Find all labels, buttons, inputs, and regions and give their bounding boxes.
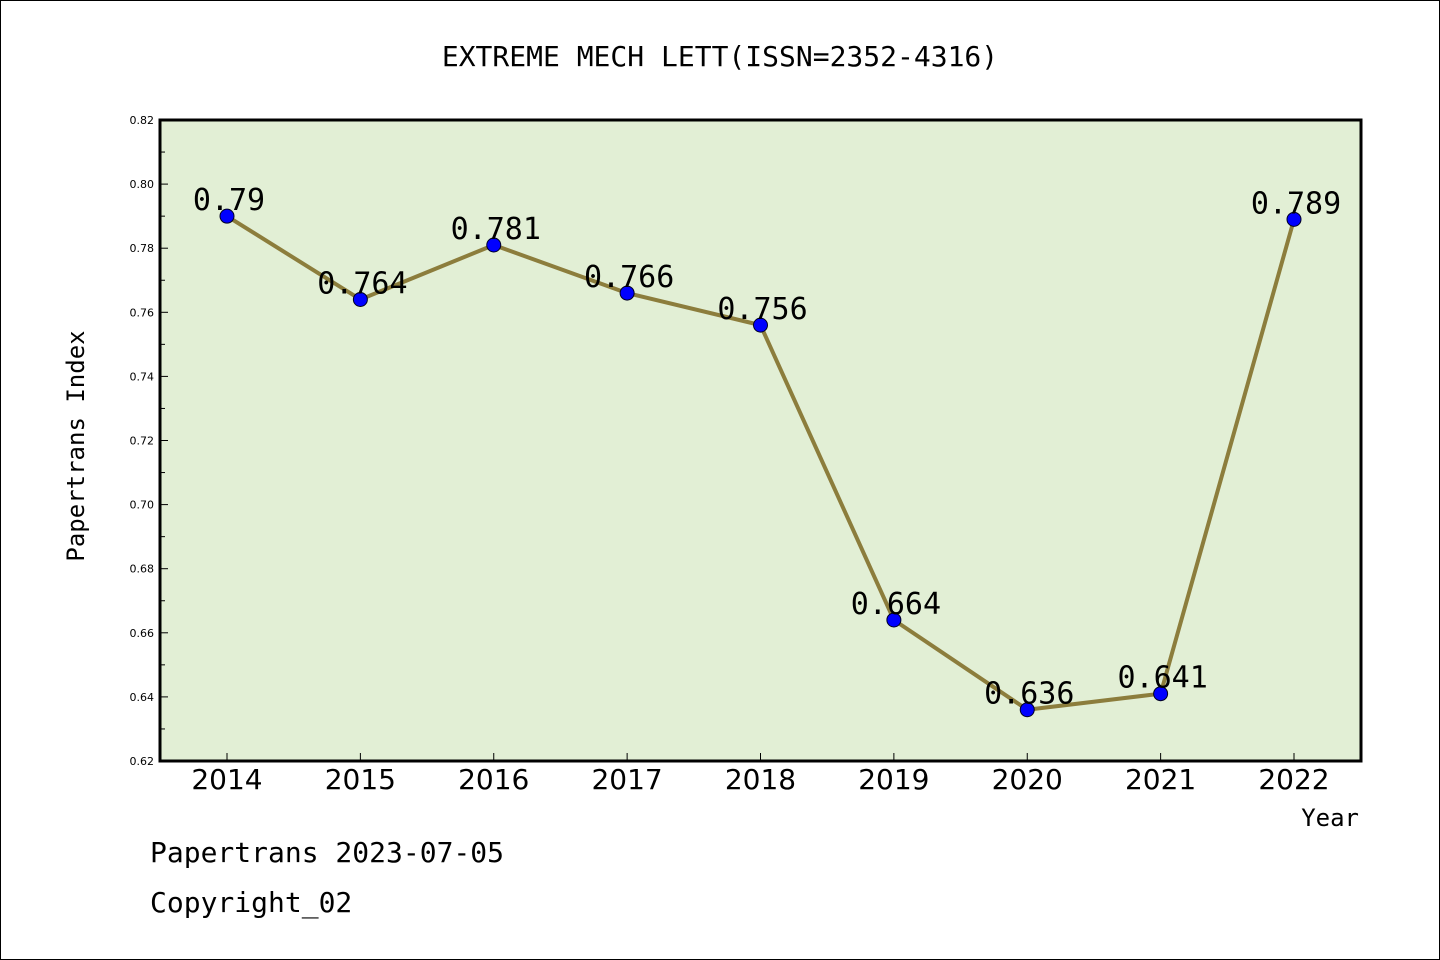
footer-copyright: Copyright_02 [150, 886, 353, 919]
data-point [486, 237, 502, 253]
x-tick-label: 2019 [858, 763, 929, 796]
y-tick-label: 0.80 [130, 178, 155, 191]
data-point [619, 285, 635, 301]
x-tick-label: 2017 [591, 763, 662, 796]
x-tick-label: 2016 [458, 763, 529, 796]
data-label: 0.789 [1251, 186, 1341, 221]
x-tick-label: 2020 [992, 763, 1063, 796]
x-axis-label: Year [1301, 804, 1359, 832]
y-tick-label: 0.82 [130, 114, 155, 127]
data-label: 0.781 [451, 212, 541, 247]
y-tick-label: 0.70 [130, 499, 155, 512]
data-label: 0.664 [851, 587, 941, 622]
data-label: 0.764 [317, 266, 407, 301]
plot-area [158, 118, 1363, 763]
data-point [753, 317, 768, 333]
data-point [886, 612, 902, 628]
data-label: 0.641 [1117, 661, 1207, 696]
data-point [1019, 702, 1035, 718]
y-tick-label: 0.78 [130, 242, 155, 255]
y-tick-label: 0.76 [130, 306, 155, 319]
x-axis: 2014 2015 2016 2017 2018 2019 2020 2021 2022 [191, 753, 1330, 796]
x-tick-label: 2014 [191, 763, 262, 796]
footer-source: Papertrans 2023-07-05 [150, 836, 505, 869]
x-tick-label: 2018 [725, 763, 796, 796]
y-tick-label: 0.66 [130, 627, 155, 640]
y-tick-label: 0.72 [130, 435, 155, 448]
y-tick-label: 0.74 [130, 370, 155, 383]
x-tick-label: 2022 [1258, 763, 1329, 796]
data-label: 0.79 [193, 183, 265, 218]
data-label: 0.636 [984, 677, 1074, 712]
x-tick-label: 2021 [1125, 763, 1196, 796]
y-tick-label: 0.64 [130, 691, 155, 704]
x-tick-label: 2015 [325, 763, 396, 796]
y-axis: 0.62 0.64 0.66 0.68 0.70 0.72 0.74 0.76 0.78 0.80… [130, 114, 168, 768]
data-point [1153, 686, 1169, 702]
data-point [219, 208, 235, 224]
data-point [1286, 211, 1302, 227]
y-axis-label: Papertrans Index [62, 330, 90, 561]
data-point [352, 291, 368, 307]
y-tick-label: 0.62 [130, 755, 155, 768]
chart-title: EXTREME MECH LETT(ISSN=2352-4316) [442, 40, 998, 73]
series-papertrans-index: 0.79 0.764 0.781 0.766 0.756 0.664 0.636 0.641 0… [193, 183, 1341, 718]
y-tick-label: 0.68 [130, 563, 155, 576]
data-label: 0.766 [584, 260, 674, 295]
data-label: 0.756 [717, 292, 807, 327]
